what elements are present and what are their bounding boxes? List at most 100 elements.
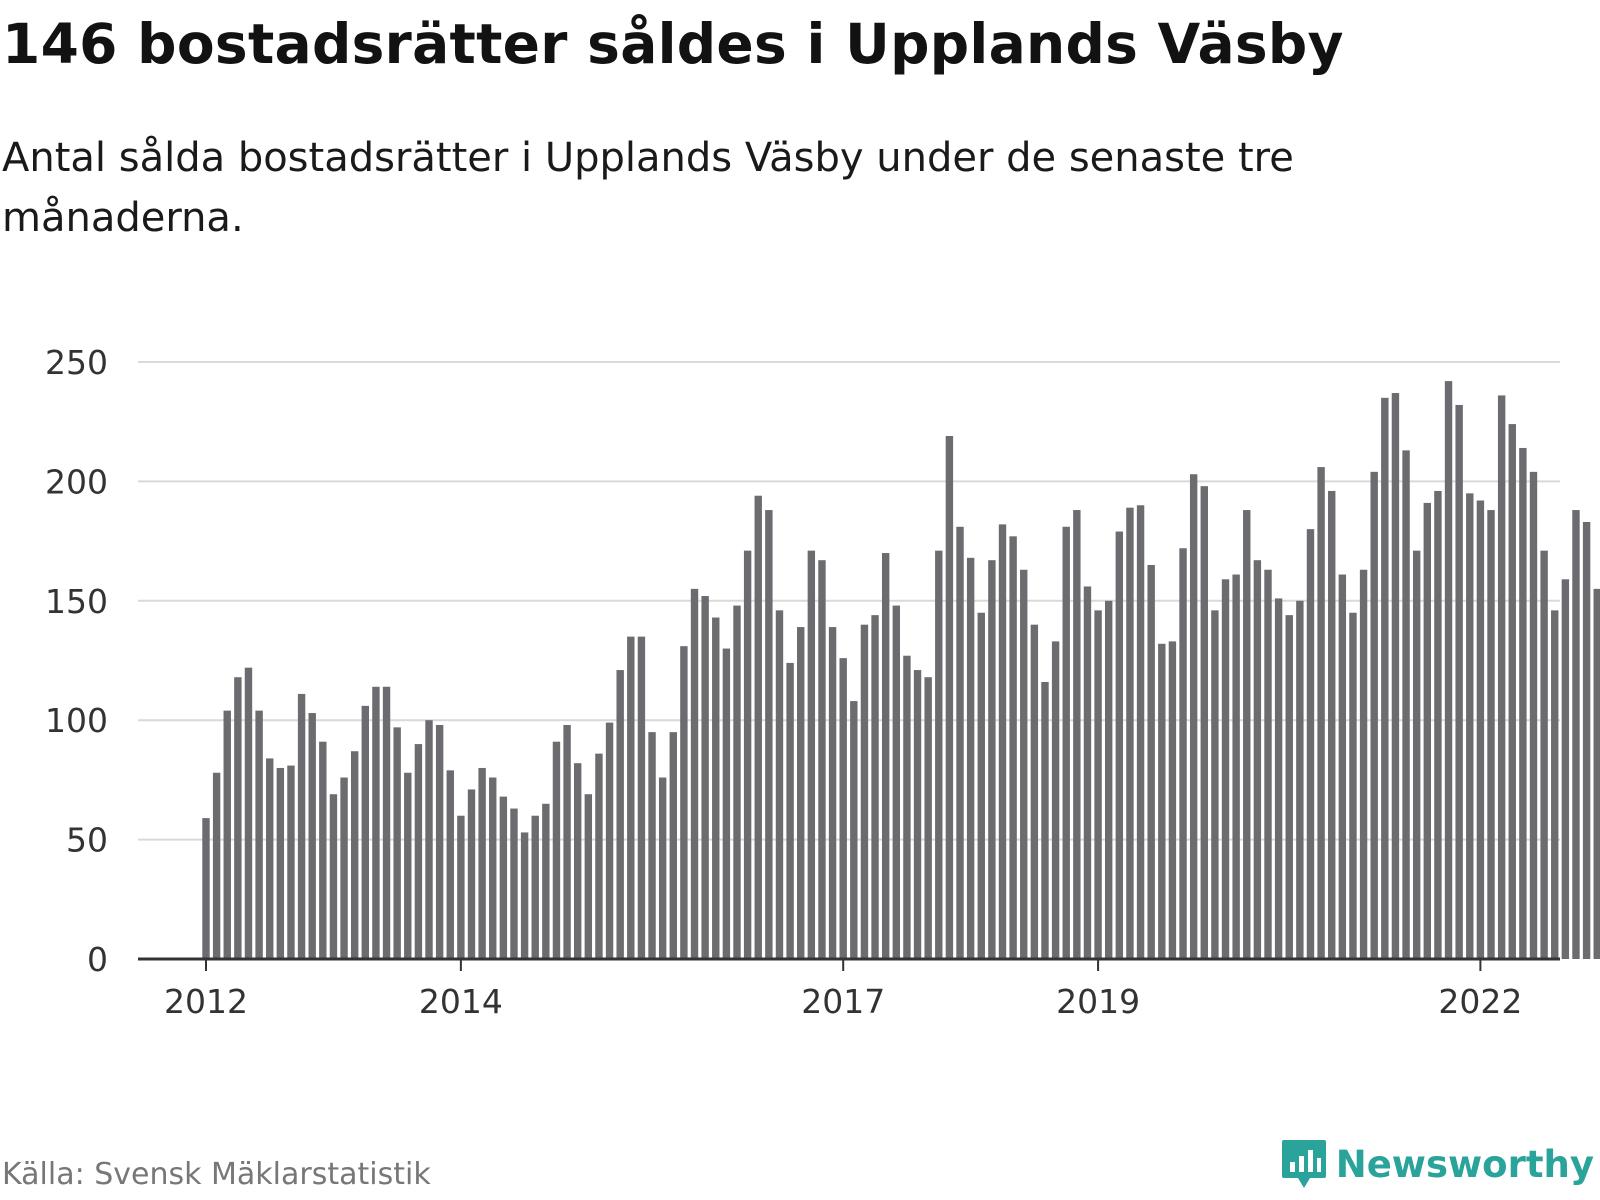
bar [584,794,593,959]
y-tick-label: 150 [45,582,108,621]
bar [1094,610,1102,959]
bar [520,832,529,959]
y-tick-label: 100 [45,701,108,740]
bar [319,741,327,959]
bar [361,705,369,959]
bar [1508,424,1516,959]
bar [350,751,359,959]
bar [1243,510,1251,959]
bar [1519,447,1527,959]
bar [1349,612,1357,959]
bar [1593,588,1600,959]
brand-name: Newsworthy [1335,1142,1594,1186]
bar [382,686,391,959]
bar [1168,641,1177,959]
bar [1062,526,1070,959]
bar [712,617,720,959]
bar [998,524,1007,959]
y-tick-label: 50 [66,821,108,860]
bar [807,550,816,959]
bar [499,796,508,959]
bar [1274,598,1283,959]
bar [945,436,954,959]
bar [1211,610,1219,959]
chart-subtitle: Antal sålda bostadsrätter i Upplands Väs… [2,135,1294,241]
bar [892,605,900,959]
bar [966,557,975,959]
bar [1232,574,1240,959]
bar [1285,615,1293,959]
bar [287,765,295,959]
bar [308,713,316,959]
x-tick-label: 2014 [419,982,503,1021]
bar [701,596,709,959]
bar [605,722,614,959]
bar [393,727,401,959]
bar [266,758,274,959]
bar [1136,505,1145,959]
bars [202,381,1600,959]
bar [1381,397,1389,959]
x-tick-label: 2019 [1056,982,1140,1021]
bar [457,815,465,959]
y-tick-label: 200 [45,462,108,501]
bar [1497,395,1506,959]
bar [637,636,646,959]
bar [658,777,667,959]
bar [924,677,932,959]
bar [1434,490,1442,959]
bar [552,741,561,959]
bar [913,670,922,959]
bar [467,789,476,959]
bar [881,553,890,959]
bar [542,803,550,959]
bar [775,610,784,959]
bar [1572,510,1580,959]
bar [903,655,911,959]
bar [446,770,454,959]
bar [404,772,412,959]
bar [797,627,805,959]
bar [244,667,253,959]
bar [212,772,221,959]
bar [1105,600,1113,959]
bar [1306,529,1315,959]
bar [414,744,423,959]
bar [297,693,306,959]
bar [1444,381,1453,959]
bar [1359,569,1368,959]
bar [977,612,985,959]
bar [255,710,263,959]
bar [1582,521,1591,959]
chart-title: 146 bostadsrätter såldes i Upplands Väsb… [2,12,1344,76]
bar [1189,474,1198,959]
bar [1402,450,1410,959]
bar [1179,548,1187,959]
bar [223,710,231,959]
y-tick-label: 0 [87,940,108,979]
bar [1126,507,1134,959]
newsworthy-chart-icon [1281,1140,1326,1188]
bar [839,658,847,959]
bar [743,550,752,959]
brand-logo: Newsworthy [1280,1138,1594,1190]
bar [276,767,285,959]
bar [510,808,518,959]
bar [850,701,858,959]
bar [478,767,486,959]
bar [1391,393,1400,959]
bar [329,794,338,959]
bar [935,550,943,959]
bar [1338,574,1347,959]
bar [1296,600,1304,959]
bar [1412,550,1421,959]
source-note: Källa: Svensk Mäklarstatistik [2,1157,431,1192]
bar [1041,681,1049,959]
bar [1020,569,1028,959]
bar-chart: 0501001502002502012201420172019202220241… [45,343,1600,1021]
bar [1030,624,1039,959]
bar [202,818,210,959]
bar [627,636,635,959]
bar [234,677,242,959]
bar [616,670,624,959]
